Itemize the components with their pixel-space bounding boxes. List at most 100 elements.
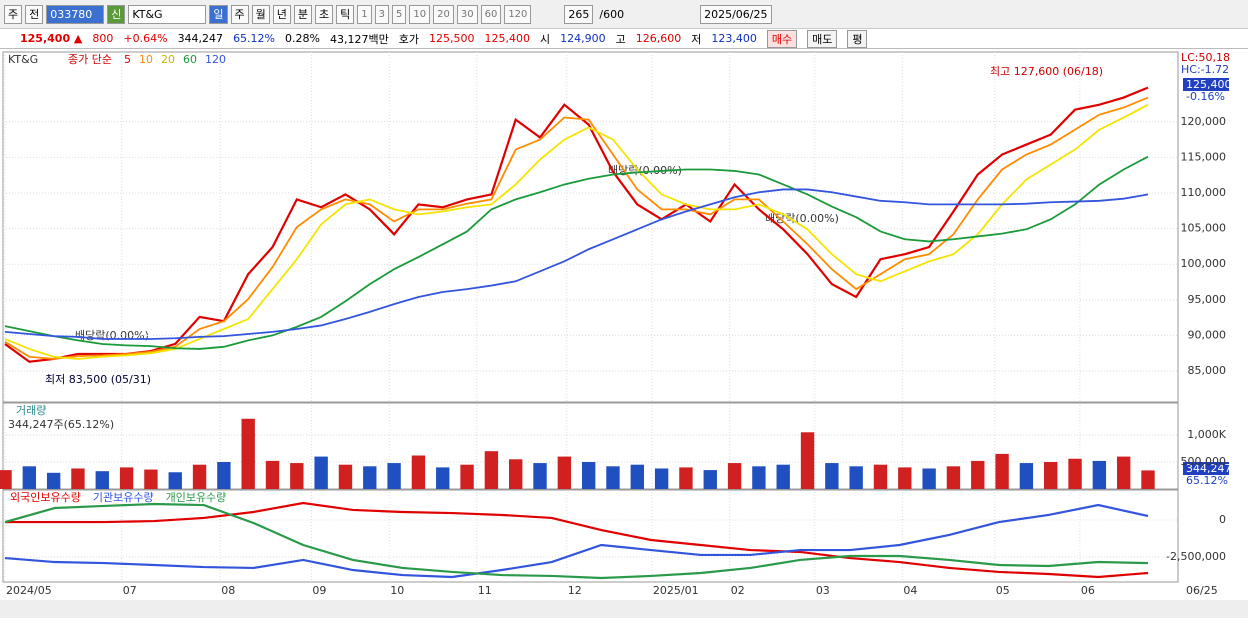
last-pct: -0.16% [1186,90,1225,103]
avg-button[interactable]: 평 [847,29,868,48]
price: 125,400 ▲ [20,32,83,45]
sell-button[interactable]: 매도 [807,29,838,48]
period-button[interactable]: 년 [272,4,291,24]
volume-bar [630,464,644,489]
turnover: 0.28% [285,32,320,45]
volume-bar [1068,458,1082,489]
bid: 125,400 [484,32,530,45]
x-tick-label: 06 [1081,584,1095,597]
change-pct: +0.64% [123,32,168,45]
volume-bar [533,463,547,489]
series-line [5,501,1149,579]
interval-button[interactable]: 20 [433,4,454,24]
hc-label: HC:-1.72 [1181,63,1229,76]
volume-bar [460,464,474,489]
legend-entry: 외국인보유수량 [10,491,81,504]
y-tick-label: 105,000 [1181,222,1227,235]
volume-bar [995,453,1009,489]
volume-bar [241,418,255,489]
interval-button[interactable]: 1 [357,4,372,24]
interval-button[interactable]: 120 [504,4,532,24]
volume-bar [411,455,426,489]
y-tick-label: 0 [1219,513,1226,526]
tab[interactable]: 주 [4,4,23,24]
interval-button[interactable]: 5 [392,4,407,24]
scrollbar[interactable] [0,600,1248,618]
volume-bar [557,456,572,489]
code-input[interactable]: 033780 [46,4,105,24]
volume-bar [119,467,134,489]
count[interactable]: 265 [564,4,594,24]
x-tick-label: 04 [903,584,917,597]
last-ratio: 65.12% [1186,474,1228,487]
volume-bar [144,469,158,489]
period-button[interactable]: 일 [209,4,228,24]
volume-bar [873,464,888,489]
y-tick-label: 500,000 [1181,455,1227,468]
volume-bar [1116,456,1131,489]
tab[interactable]: 전 [25,4,44,24]
period-button[interactable]: 주 [230,4,249,24]
label: 저 [691,32,702,46]
volume: 344,247 [177,32,224,45]
total: /600 [599,7,625,21]
buy-button[interactable]: 매수 [766,29,798,48]
y-tick-label: 90,000 [1188,328,1227,341]
volume-bar [654,468,669,489]
low: 123,400 [711,32,757,45]
change: 800 [92,32,114,45]
volume-bar [849,466,863,489]
date[interactable]: 2025/06/25 [700,4,772,24]
period-button[interactable]: 분 [293,4,312,24]
period-button[interactable]: 초 [315,4,334,24]
x-tick-label: 07 [123,584,137,597]
x-tick-label: 03 [816,584,830,597]
volume-bar [752,466,766,489]
x-tick-label: 09 [312,584,326,597]
series-line [4,188,1149,340]
ma-legend-title: 종가 단순 [68,53,112,66]
interval-button[interactable]: 30 [456,4,478,24]
last-price: 125,400 [1186,78,1232,91]
volume-bar [168,472,182,489]
volume-bar [509,459,523,489]
volume-bar [898,467,912,489]
new-badge[interactable]: 신 [107,4,126,24]
interval-button[interactable]: 10 [409,4,431,24]
series-line [4,86,1149,363]
volume-bar [46,472,61,489]
x-tick-label: 12 [568,584,582,597]
high: 126,600 [635,32,682,45]
volume-bar [265,460,280,489]
chart: KT&G 종가 단순 최고 127,600 (06/18) 최저 83,500 … [0,51,1248,618]
quote-bar: 125,400 ▲ 800 +0.64% 344,247 65.12% 0.28… [0,29,1248,49]
volume-title: 거래량 [16,404,46,417]
y-tick-label: -2,500,000 [1166,550,1226,563]
period-button[interactable]: 월 [251,4,270,24]
open: 124,900 [560,32,606,45]
legend-entry: 5 [124,53,131,66]
stock-name[interactable]: KT&G [128,4,207,24]
x-tick-label: 2024/05 [6,584,52,597]
volume-subtitle: 344,247주(65.12%) [8,418,114,431]
interval-button[interactable]: 60 [480,4,502,24]
series-line [4,155,1149,350]
legend-entry: 120 [205,53,226,66]
interval-button[interactable]: 3 [374,4,389,24]
volume-bar [606,466,620,489]
y-tick-label: 100,000 [1181,257,1227,270]
volume-bar [217,461,231,489]
y-tick-label: 1,000K [1187,428,1226,441]
lc-label: LC:50,18 [1181,51,1230,64]
volume-bar [679,467,693,489]
volume-bar [338,464,353,489]
x-tick-label: 08 [221,584,235,597]
volume-bar [800,432,815,489]
volume-bar [703,470,717,489]
volume-bar [1092,460,1107,489]
label: 시 [539,32,551,46]
volume-bar [95,471,109,489]
last-date: 06/25 [1186,584,1218,597]
period-button[interactable]: 틱 [336,4,355,24]
